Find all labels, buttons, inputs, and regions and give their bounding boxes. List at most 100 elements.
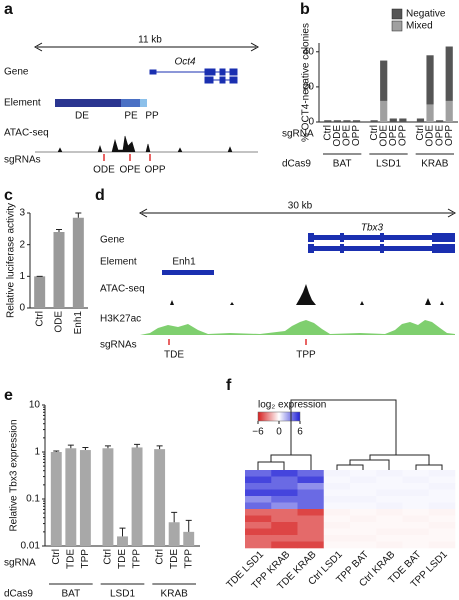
element-pp (140, 99, 147, 107)
legend-swatch (391, 20, 403, 32)
heatmap-cell (402, 535, 430, 542)
error-bar (67, 444, 74, 449)
y-tick-label: 3 (19, 208, 25, 219)
colorbar (257, 411, 301, 422)
heatmap-cell (245, 483, 272, 490)
track-label: Gene (4, 67, 29, 78)
group-label: KRAB (421, 159, 449, 170)
heatmap-cell (323, 535, 351, 542)
bar (102, 448, 114, 546)
sgrna-label: OPE (119, 165, 140, 176)
track-label: H3K27ac (100, 314, 141, 325)
heatmap-cell (297, 496, 325, 503)
row-label: sgRNA (282, 129, 314, 140)
legend-label: Mixed (406, 21, 433, 32)
bar-segment (445, 100, 453, 122)
sgrna-label: TDE (164, 350, 184, 361)
heatmap-cell (350, 509, 377, 516)
heatmap-cell (271, 476, 298, 484)
x-tick-label: TDE (65, 549, 76, 569)
bar-segment (426, 55, 434, 105)
bar-segment (380, 100, 388, 122)
track-label: Element (100, 257, 137, 268)
heatmap-cell (376, 509, 403, 516)
heatmap-cell (350, 502, 377, 510)
heatmap-cell (297, 522, 325, 529)
group-label: LSD1 (110, 589, 135, 600)
heatmap-cell (350, 535, 377, 542)
heatmap-cell (323, 489, 351, 497)
heatmap-cell (323, 470, 351, 477)
colorbar-tick-label: −6 (252, 427, 264, 438)
x-tick-label: TPP (132, 549, 143, 569)
sgrna-ticks (103, 154, 151, 161)
y-tick-label: 10 (29, 400, 41, 411)
heatmap-cell (297, 528, 325, 536)
heatmap-cell (402, 496, 430, 503)
heatmap-cell (402, 528, 430, 536)
heatmap-cell (402, 522, 430, 529)
y-tick-label: 1 (19, 271, 25, 282)
x-tick-label: Ctrl (322, 125, 333, 141)
heatmap-cell (350, 470, 377, 477)
atac-track (140, 284, 455, 305)
heatmap-cell (245, 515, 272, 523)
sgrna-label: ODE (93, 165, 115, 176)
heatmap-cell (297, 470, 325, 477)
heatmap-cell (376, 476, 403, 484)
group-label: KRAB (161, 589, 189, 600)
heatmap-cell (245, 509, 272, 516)
heatmap-cell (428, 541, 456, 549)
heatmap-cell (376, 541, 403, 549)
track-label: sgRNAs (4, 155, 41, 166)
heatmap-cell (271, 522, 298, 529)
y-tick-label: 2 (19, 239, 25, 250)
error-bar (82, 446, 89, 451)
x-tick-label: ODE (378, 125, 389, 147)
heatmap-cell (271, 515, 298, 523)
heatmap-cell (402, 541, 430, 549)
x-tick-label: TDE (117, 549, 128, 569)
heatmap-cell (376, 470, 403, 477)
heatmap-cell (271, 470, 298, 477)
heatmap-cell (428, 535, 456, 542)
heatmap-cell (297, 476, 325, 484)
legend-label: Negative (406, 9, 446, 20)
scale-label: 30 kb (288, 201, 313, 212)
element-label: PP (145, 111, 159, 122)
x-tick-label: Ctrl (103, 549, 114, 565)
heatmap-cell (428, 515, 456, 523)
track-label: Gene (100, 235, 125, 246)
heatmap-cell (271, 502, 298, 510)
error-bar (171, 511, 178, 523)
heatmap-cell (350, 522, 377, 529)
heatmap-cell (271, 535, 298, 542)
heatmap-cell (271, 541, 298, 549)
heatmap-cell (402, 470, 430, 477)
y-tick-label: 0 (19, 303, 25, 314)
heatmap-cell (323, 515, 351, 523)
heatmap-cell (323, 476, 351, 484)
x-tick-label: ODE (332, 125, 343, 147)
x-tick-label: OPP (398, 125, 409, 146)
legend-swatch (391, 8, 403, 20)
arrow-heads (138, 208, 457, 218)
heatmap-cell (376, 483, 403, 490)
heatmap-cell (245, 502, 272, 510)
bar (72, 217, 84, 308)
track-label: ATAC-seq (100, 284, 145, 295)
error-bar (185, 519, 192, 532)
group-label: BAT (61, 589, 80, 600)
heatmap-cell (271, 509, 298, 516)
panel-label: e (4, 387, 13, 404)
atac-track (35, 135, 258, 153)
heatmap-cell (297, 541, 325, 549)
y-axis-label: Relative luciferase activity (6, 203, 17, 318)
bar (183, 531, 195, 546)
heatmap-cell (376, 522, 403, 529)
y-tick-label: 1 (34, 447, 40, 458)
x-tick-label: Enh1 (73, 311, 84, 335)
heatmap-cell (245, 528, 272, 536)
bar-segment (416, 118, 425, 122)
